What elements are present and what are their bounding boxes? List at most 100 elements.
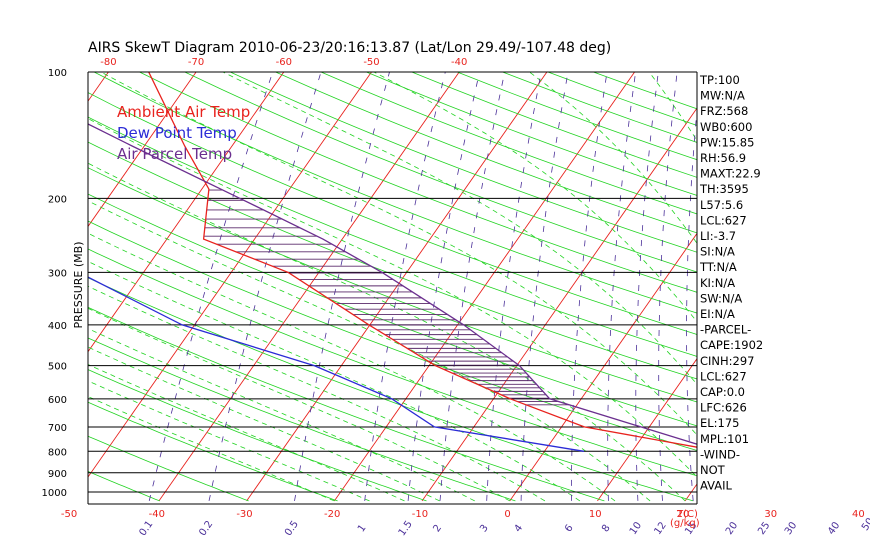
pressure-ticks: 100 200 300 400 500 600 700 800 900 1000 bbox=[42, 68, 67, 499]
pressure-tick-label: 1000 bbox=[42, 488, 67, 499]
index-entry: TH:3595 bbox=[699, 182, 749, 196]
index-entry: CINH:297 bbox=[700, 354, 755, 368]
plot-frame bbox=[87, 71, 698, 505]
isotherm-line bbox=[0, 72, 21, 501]
isotherm-line bbox=[421, 107, 697, 502]
index-entry: MAXT:22.9 bbox=[700, 167, 761, 181]
isotherm-line bbox=[246, 72, 548, 502]
isotherm-line bbox=[88, 72, 109, 102]
dry-adiabat-line bbox=[88, 277, 694, 502]
isotherm-line bbox=[509, 232, 697, 502]
dry-adiabat-line bbox=[88, 306, 605, 502]
mixing-ratio-line bbox=[772, 72, 793, 501]
dry-adiabat-line bbox=[184, 72, 697, 273]
mixing-ratio-tick-label: 40 bbox=[826, 520, 842, 537]
index-entry: CAPE:1902 bbox=[700, 338, 763, 352]
mixing-ratio-line bbox=[571, 72, 608, 501]
moist-adiabat-line bbox=[88, 200, 651, 502]
dry-adiabat-line bbox=[457, 72, 697, 161]
pressure-tick-label: 200 bbox=[48, 194, 67, 205]
bottom-temp-tick-label: -20 bbox=[324, 509, 340, 520]
bottom-temp-tick-label: 20 bbox=[677, 509, 690, 520]
dry-adiabat-line bbox=[88, 193, 697, 427]
dry-adiabat-line bbox=[502, 72, 697, 143]
mixing-ratio-line bbox=[686, 105, 697, 501]
dry-adiabat-line bbox=[93, 72, 697, 314]
mixing-ratio-line bbox=[364, 72, 446, 501]
bottom-temp-tick-label: 30 bbox=[764, 509, 777, 520]
series-line bbox=[88, 123, 697, 445]
mixing-ratio-tick-label: 12 bbox=[652, 520, 668, 537]
profile-series bbox=[88, 72, 697, 452]
legend-entry: Dew Point Temp bbox=[117, 124, 237, 142]
series-line bbox=[148, 72, 697, 448]
index-entry: L57:5.6 bbox=[700, 198, 743, 212]
mixing-ratio-tick-label: 30 bbox=[783, 520, 799, 537]
isotherm-line bbox=[334, 72, 635, 502]
pressure-tick-label: 900 bbox=[48, 469, 67, 480]
dry-adiabat-line bbox=[88, 401, 338, 502]
mixing-ratio-line bbox=[607, 72, 636, 501]
moist-adiabat-line bbox=[88, 118, 697, 478]
mixing-ratio-tick-label: 1 bbox=[356, 523, 369, 535]
dry-adiabat-line bbox=[230, 72, 697, 253]
bottom-temp-ticks: -50 -40 -30 -20 -10 0 10 20 30 40 bbox=[61, 509, 865, 520]
dry-adiabat-line bbox=[88, 141, 697, 380]
index-entry: TP:100 bbox=[699, 73, 740, 87]
legend-entry: Ambient Air Temp bbox=[117, 103, 250, 121]
bottom-temp-tick-label: -50 bbox=[61, 509, 77, 520]
index-entry: SI:N/A bbox=[700, 245, 735, 259]
index-entry: -PARCEL- bbox=[700, 323, 751, 337]
top-temp-tick-label: -80 bbox=[100, 57, 116, 68]
top-temp-tick-label: -60 bbox=[276, 57, 292, 68]
mixing-ratio-tick-label: 0.2 bbox=[197, 519, 215, 538]
mixing-ratio-tick-label: 0.1 bbox=[137, 519, 155, 538]
mixing-ratio-tick-label: 0.5 bbox=[283, 519, 301, 538]
legend: Ambient Air Temp Dew Point Temp Air Parcel… bbox=[117, 103, 250, 163]
top-temp-ticks: -80 -70 -60 -50 -40 bbox=[100, 57, 467, 68]
dry-adiabat-line bbox=[88, 369, 427, 502]
mixing-unit-label: (g/kg) bbox=[670, 518, 700, 529]
y-axis-label: PRESSURE (MB) bbox=[72, 242, 85, 329]
mixing-ratio-line bbox=[658, 72, 678, 501]
pressure-tick-label: 800 bbox=[48, 447, 67, 458]
mixing-ratio-tick-label: 10 bbox=[628, 520, 644, 537]
mixing-ratio-tick-label: 6 bbox=[563, 523, 576, 535]
temp-unit-label: T(C) bbox=[676, 509, 698, 520]
index-entry: FRZ:568 bbox=[700, 104, 748, 118]
mixing-ratio-tick-label: 2 bbox=[431, 523, 444, 535]
pressure-tick-label: 700 bbox=[48, 423, 67, 434]
dry-adiabat-line bbox=[366, 72, 697, 196]
mixing-ratio-line bbox=[834, 72, 870, 501]
dry-adiabat-line bbox=[88, 167, 697, 403]
dry-adiabat-line bbox=[88, 435, 249, 502]
mixing-ratio-line bbox=[407, 72, 480, 501]
isotherm-line bbox=[88, 72, 372, 478]
index-entry: LCL:627 bbox=[700, 213, 747, 227]
index-entry: PW:15.85 bbox=[700, 135, 754, 149]
bottom-temp-tick-label: 10 bbox=[589, 509, 602, 520]
moist-adiabat-line bbox=[88, 328, 475, 502]
mixing-ratio-line bbox=[208, 72, 322, 501]
top-temp-tick-label: -70 bbox=[188, 57, 204, 68]
moist-adiabat-line bbox=[88, 232, 616, 502]
mixing-ratio-tick-label: 25 bbox=[756, 520, 772, 537]
index-entry: MW:N/A bbox=[700, 89, 745, 103]
chart-title: AIRS SkewT Diagram 2010-06-23/20:16:13.8… bbox=[88, 40, 611, 56]
isotherm-line bbox=[773, 72, 870, 501]
index-entry: EI:N/A bbox=[700, 307, 735, 321]
index-entry: CAP:0.0 bbox=[700, 385, 745, 399]
bottom-temp-tick-label: -30 bbox=[236, 509, 252, 520]
moist-adiabat-line bbox=[88, 260, 581, 502]
moist-adiabat-line bbox=[88, 364, 405, 502]
isotherm-line bbox=[88, 72, 285, 353]
top-temp-tick-label: -40 bbox=[451, 57, 467, 68]
index-entry: SW:N/A bbox=[700, 291, 742, 305]
mixing-ratio-line bbox=[148, 72, 274, 501]
moist-adiabat-line bbox=[100, 72, 697, 436]
dry-adiabat-line bbox=[88, 337, 516, 502]
cape-hatching bbox=[203, 189, 570, 406]
pressure-tick-label: 100 bbox=[48, 68, 67, 79]
bottom-temp-tick-label: -40 bbox=[149, 509, 165, 520]
